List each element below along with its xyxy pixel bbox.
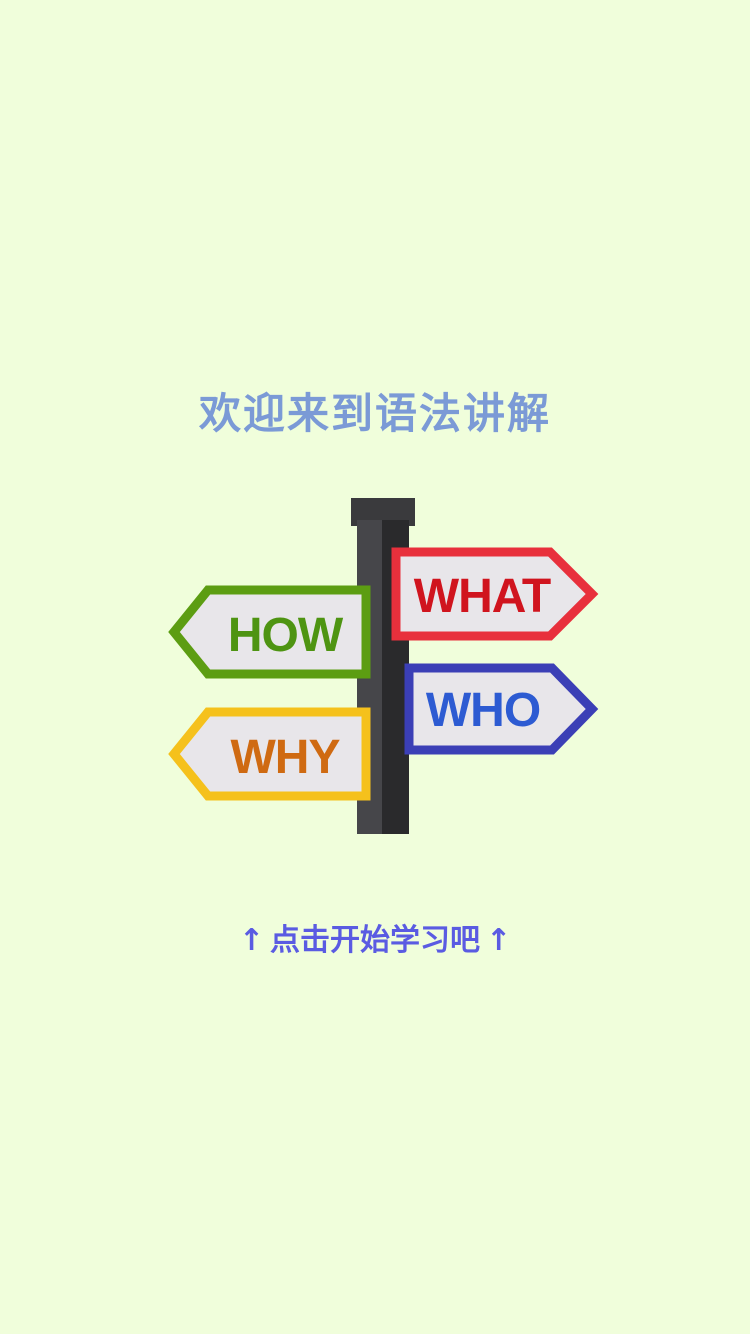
arrow-up-icon: ↑ [238, 923, 264, 958]
signpost-illustration[interactable]: WHAT HOW WHO WHY [160, 490, 610, 850]
arrow-up-icon: ↑ [486, 923, 512, 958]
sign-why[interactable]: WHY [168, 707, 371, 801]
page-title: 欢迎来到语法讲解 [198, 389, 551, 438]
sign-who-label: WHO [426, 684, 540, 737]
sign-how-label: HOW [228, 609, 344, 662]
sign-what-label: WHAT [414, 570, 551, 623]
sign-how[interactable]: HOW [168, 585, 371, 679]
sign-why-label: WHY [231, 731, 341, 784]
start-learning-label: 点击开始学习吧 [270, 923, 480, 958]
sign-who[interactable]: WHO [404, 663, 599, 755]
sign-what[interactable]: WHAT [391, 547, 599, 641]
start-learning-button[interactable]: ↑ 点击开始学习吧 ↑ [0, 915, 750, 959]
